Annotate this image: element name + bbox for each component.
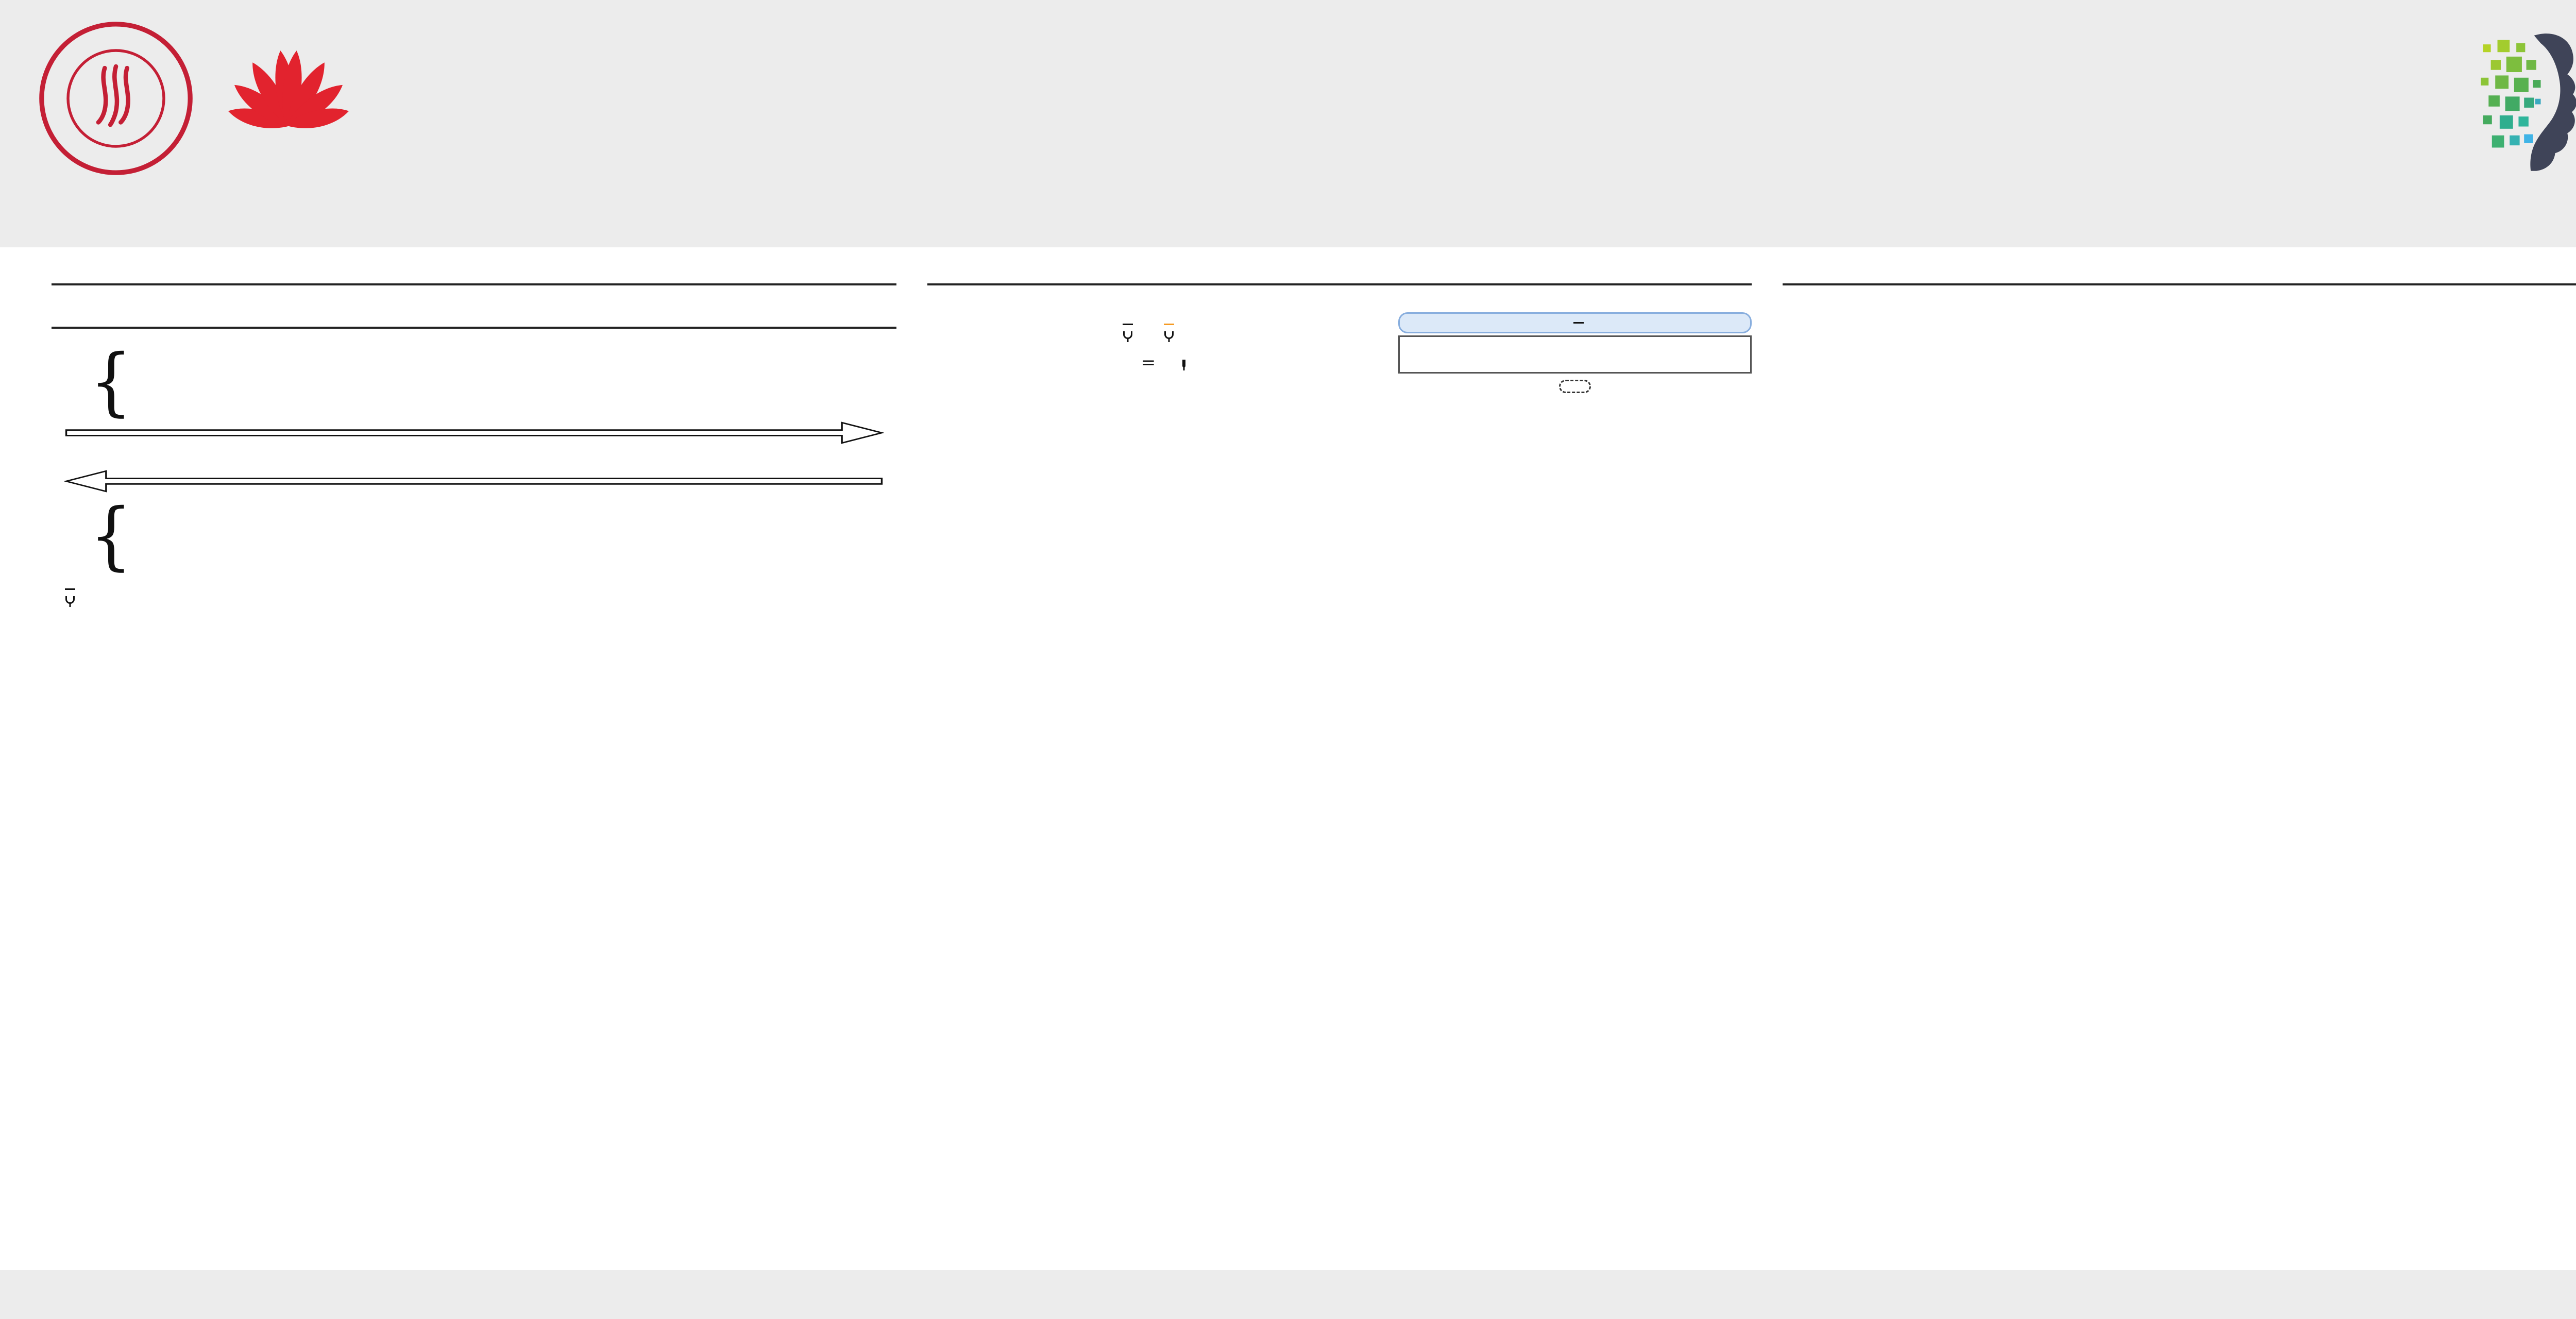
huawei-logo [216,24,361,135]
column-results [1783,271,2576,677]
title-block [428,19,2169,113]
column-advantages: { [52,271,896,677]
input-tokens-box [1559,380,1591,393]
reverse-arrow-row [52,467,896,495]
forward-arrow-row [52,419,896,447]
poster-body: { [0,247,2576,677]
underbrace-icon [1164,331,1174,339]
underbrace-icon [65,596,75,604]
enfe-chart [1783,308,2190,617]
column-radd: = [927,271,1752,677]
enfe-chart-block [1783,308,2190,622]
section-title-background [52,314,896,329]
huawei-flower-icon [228,50,349,128]
iclr-face-icon [2481,33,2576,171]
charts-row [1783,308,2576,622]
ruc-waves-icon [96,64,130,127]
perplexity-chart [2200,308,2576,617]
perplexity-chart-block [2200,308,2576,622]
radd-text-column: = [927,308,1381,438]
equation-1 [52,586,896,608]
underbrace-icon [1182,360,1186,367]
figure2-diagram [1398,308,1752,438]
section-title-radd [927,271,1752,285]
forward-arrow-icon [65,421,884,444]
ruc-logo-icon [39,22,193,175]
section-title-advantages [52,271,896,285]
forward-process-eq: { [82,338,896,425]
cases-brace: { [90,492,132,579]
poster-title [428,24,2169,80]
multiply-box [1398,312,1752,333]
decomposition-eq: = [927,322,1381,373]
section-title-results [1783,271,2576,285]
cases-brace: { [90,338,132,425]
logo-group [36,19,428,178]
poster-footer [0,1270,2576,1319]
reverse-arrow-icon [64,470,883,493]
poster-header [0,0,2576,247]
underbrace-icon [1123,331,1132,339]
iclr-logo [2169,19,2576,173]
reverse-process-eq: { [82,492,896,579]
conditional-distributions-box [1398,335,1752,374]
